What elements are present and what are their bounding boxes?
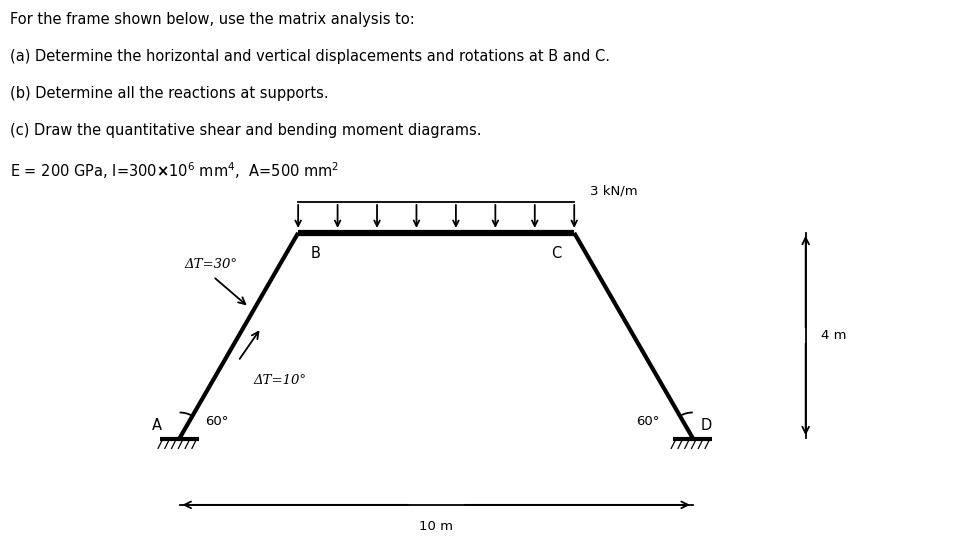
Text: 10 m: 10 m <box>419 520 453 533</box>
Text: 3 kN/m: 3 kN/m <box>590 185 638 198</box>
Text: (b) Determine all the reactions at supports.: (b) Determine all the reactions at suppo… <box>11 86 329 101</box>
Text: D: D <box>700 418 712 433</box>
Text: 60°: 60° <box>206 415 229 428</box>
Text: 60°: 60° <box>637 415 660 428</box>
Text: A: A <box>152 418 162 433</box>
Text: B: B <box>311 246 321 260</box>
Text: ΔT=30°: ΔT=30° <box>185 258 238 272</box>
Text: 4 m: 4 m <box>821 329 846 342</box>
Text: C: C <box>551 246 562 260</box>
Text: For the frame shown below, use the matrix analysis to:: For the frame shown below, use the matri… <box>11 12 415 27</box>
Text: (a) Determine the horizontal and vertical displacements and rotations at B and C: (a) Determine the horizontal and vertica… <box>11 49 610 64</box>
Text: ΔT=10°: ΔT=10° <box>254 374 306 387</box>
Text: (c) Draw the quantitative shear and bending moment diagrams.: (c) Draw the quantitative shear and bend… <box>11 123 482 138</box>
Text: E = 200 GPa, I=300$\mathbf{\times}$10$^{6}$ mm$^{4}$,  A=500 mm$^{2}$: E = 200 GPa, I=300$\mathbf{\times}$10$^{… <box>11 160 339 181</box>
